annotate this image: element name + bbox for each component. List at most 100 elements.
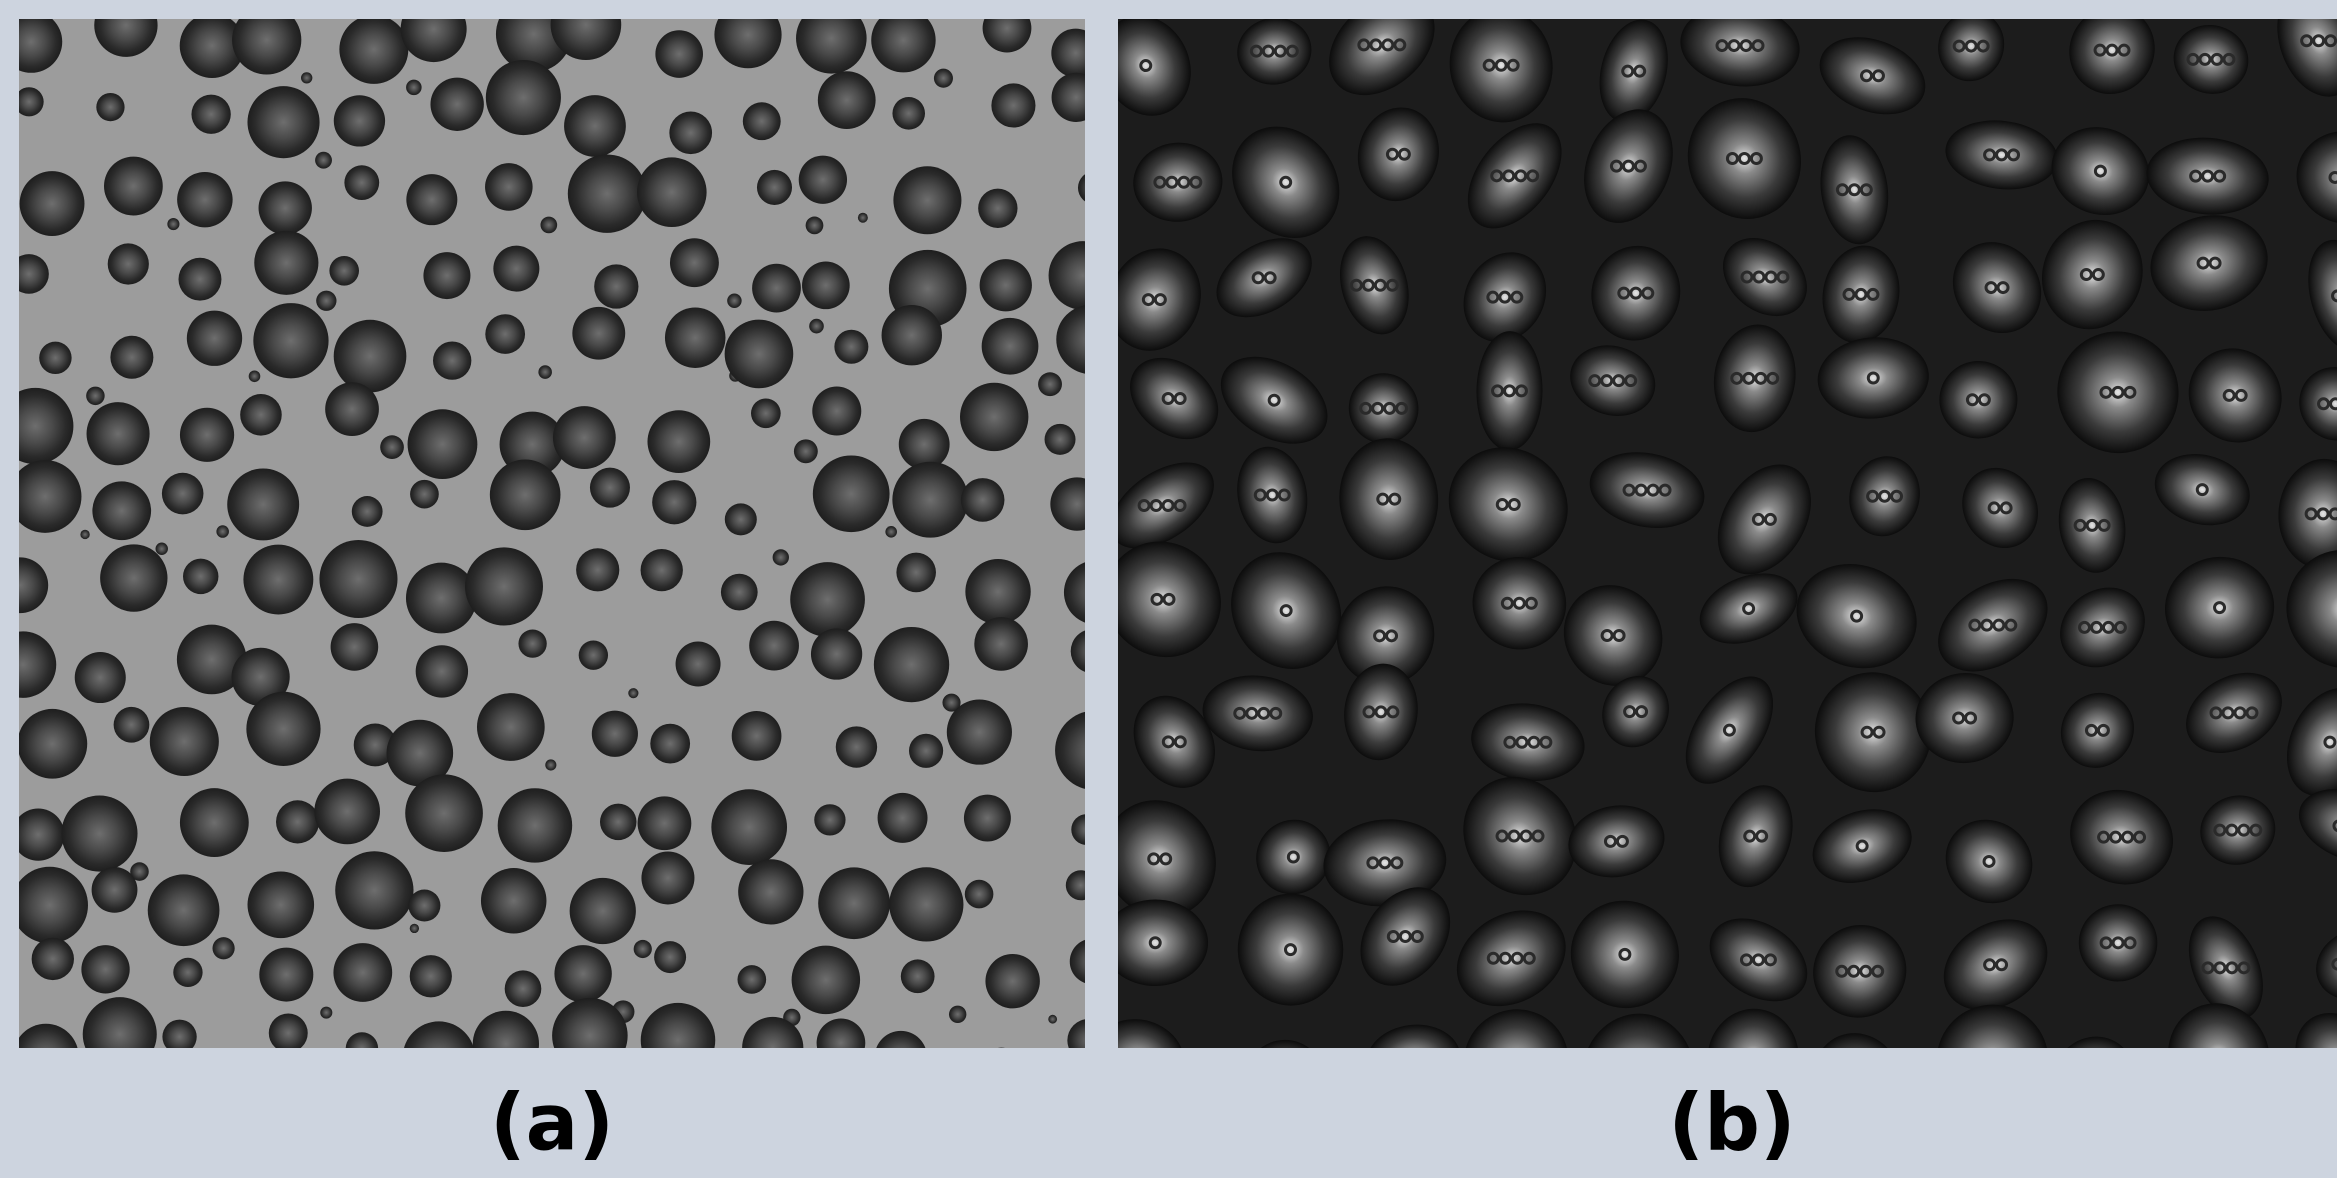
droplet-spot [2196, 256, 2210, 270]
droplet [900, 959, 935, 994]
droplet [933, 68, 953, 88]
droplet [857, 212, 868, 223]
droplet-spot [1490, 169, 1504, 183]
droplet-spot [1395, 401, 1409, 415]
droplet-spot [2237, 823, 2251, 837]
droplet [216, 525, 229, 538]
droplet [415, 645, 469, 698]
droplet [881, 305, 942, 366]
droplet [149, 706, 219, 777]
droplet-spot [1373, 278, 1387, 292]
droplet [254, 230, 319, 295]
droplet-spot [1263, 271, 1277, 285]
droplet [1822, 245, 1900, 344]
droplet-spot [1527, 735, 1541, 749]
droplet [572, 306, 626, 360]
droplet-spot [2237, 961, 2251, 975]
droplet-spot [1995, 148, 2009, 162]
droplet-spot [1751, 953, 1765, 967]
droplet-spot [1964, 39, 1978, 53]
droplet-spot [1285, 44, 1299, 58]
droplet [227, 468, 300, 541]
droplet-spot [1161, 391, 1175, 405]
droplet-spot [2117, 43, 2131, 57]
droplet [407, 409, 478, 480]
droplet-spot [1393, 38, 1407, 52]
droplet-spot [1262, 1075, 1272, 1085]
droplet-spot [2213, 823, 2227, 837]
droplet-spot [1866, 371, 1880, 385]
droplet [333, 95, 386, 147]
droplet-spot [1847, 183, 1861, 197]
droplet [2295, 1012, 2337, 1048]
droplet-spot [1261, 44, 1275, 58]
droplet-spot [1749, 152, 1763, 166]
droplet-spot [2097, 830, 2111, 844]
droplet-spot [1609, 159, 1623, 173]
droplet-spot [1277, 488, 1291, 502]
droplet-spot [1740, 270, 1754, 284]
droplet-spot [1410, 930, 1424, 944]
droplet [791, 945, 861, 1015]
droplet-spot [1149, 499, 1163, 513]
droplet [2308, 239, 2337, 352]
droplet-spot [1965, 393, 1979, 407]
droplet [2296, 130, 2337, 224]
droplet [545, 759, 557, 771]
droplet [19, 1023, 78, 1048]
droplet-spot [2332, 819, 2337, 833]
droplet [540, 216, 558, 234]
droplet [1256, 819, 1331, 895]
droplet [628, 688, 639, 699]
droplet [908, 733, 944, 768]
droplet-spot [1752, 270, 1766, 284]
droplet [640, 548, 683, 592]
droplet-spot [1366, 856, 1380, 870]
droplet-spot [1140, 1055, 1150, 1065]
droplet [2277, 19, 2337, 97]
droplet [640, 1002, 716, 1048]
droplet [1366, 1024, 1461, 1048]
droplet-spot [1539, 735, 1553, 749]
droplet-spot [1510, 290, 1524, 304]
droplet-spot [2196, 1052, 2206, 1062]
droplet-spot [1498, 290, 1512, 304]
droplet [31, 937, 74, 981]
droplet-spot [1743, 829, 1757, 843]
droplet-spot [1964, 711, 1978, 725]
droplet-spot [2111, 936, 2125, 950]
droplet [997, 1047, 1006, 1048]
droplet [380, 435, 404, 460]
droplet [504, 970, 542, 1008]
droplet-spot [1878, 489, 1892, 503]
droplet-spot [2331, 289, 2337, 303]
droplet-spot [1161, 735, 1175, 749]
droplet [433, 341, 472, 380]
droplet-spot [1524, 596, 1538, 610]
droplet [480, 868, 547, 934]
droplet-spot [1490, 384, 1504, 398]
droplet [1069, 939, 1085, 984]
droplet [711, 789, 788, 865]
droplet-spot [1621, 159, 1635, 173]
droplet [464, 547, 543, 626]
droplet-spot [2085, 518, 2099, 532]
droplet [817, 71, 876, 129]
droplet [2286, 549, 2337, 669]
droplet [2078, 904, 2158, 982]
droplet-spot [1378, 856, 1392, 870]
droplet-spot [1776, 270, 1790, 284]
droplet [485, 314, 526, 354]
droplet-spot [1847, 1077, 1857, 1087]
droplet [39, 341, 72, 375]
droplet-spot [1751, 512, 1765, 526]
droplet-spot [1854, 287, 1868, 301]
droplet [335, 851, 414, 930]
droplet [405, 774, 483, 852]
droplet-spot [2210, 52, 2224, 66]
droplet-spot [1526, 169, 1540, 183]
droplet [567, 154, 647, 233]
droplet [974, 617, 1028, 671]
droplet-spot [2225, 961, 2239, 975]
droplet [179, 788, 249, 857]
